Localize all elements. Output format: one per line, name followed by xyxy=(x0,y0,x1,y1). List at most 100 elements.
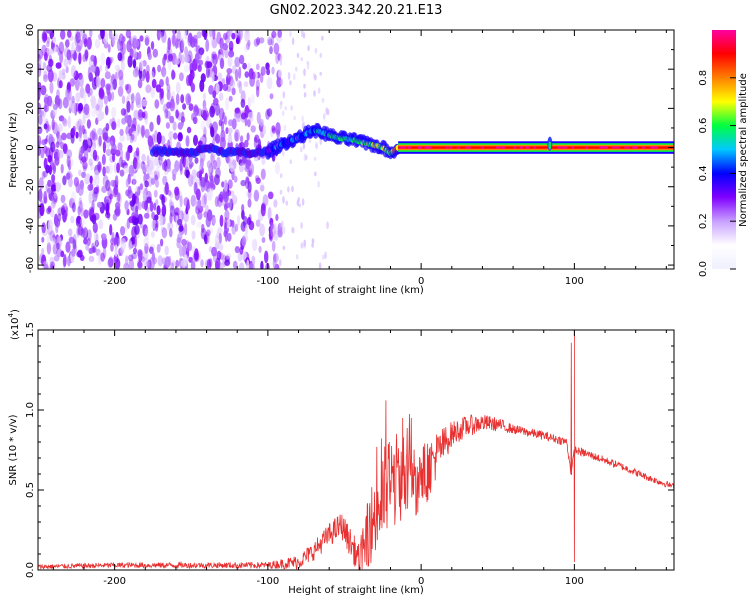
noise-blob xyxy=(239,54,245,65)
sparse-blob xyxy=(301,115,304,123)
noise-blob xyxy=(83,89,87,102)
noise-blob xyxy=(127,93,133,100)
noise-blob xyxy=(188,256,193,263)
noise-blob xyxy=(253,189,260,202)
noise-blob xyxy=(183,64,190,73)
noise-blob xyxy=(274,161,281,175)
noise-blob xyxy=(219,262,224,269)
noise-blob xyxy=(98,219,104,230)
noise-blob xyxy=(221,181,225,188)
noise-blob xyxy=(142,69,146,82)
noise-blob xyxy=(227,30,231,36)
noise-blob xyxy=(175,259,180,268)
noise-blob xyxy=(111,91,115,101)
noise-blob xyxy=(102,132,109,142)
noise-blob xyxy=(158,31,163,39)
noise-blob xyxy=(51,237,56,245)
noise-blob xyxy=(151,78,157,89)
sparse-blob xyxy=(314,74,317,81)
sparse-blob xyxy=(303,239,307,247)
noise-blob xyxy=(38,114,43,126)
noise-blob xyxy=(119,148,124,162)
noise-blob xyxy=(154,174,158,181)
noise-blob xyxy=(219,214,224,227)
noise-blob xyxy=(231,118,237,130)
noise-blob xyxy=(177,131,183,139)
noise-blob xyxy=(200,259,204,268)
noise-blob xyxy=(62,143,68,155)
noise-blob xyxy=(181,39,185,50)
noise-blob xyxy=(89,183,94,191)
snr-y-multiplier-close: ) xyxy=(10,309,21,313)
noise-blob xyxy=(118,69,124,81)
noise-blob xyxy=(128,258,135,269)
sparse-blob xyxy=(284,106,288,111)
noise-blob xyxy=(108,30,113,40)
noise-blob xyxy=(276,77,283,88)
noise-blob xyxy=(175,109,179,119)
noise-blob xyxy=(240,112,247,120)
sparse-blob xyxy=(293,73,296,81)
noise-blob xyxy=(179,40,184,53)
sparse-blob xyxy=(299,147,303,153)
noise-blob xyxy=(255,79,260,91)
noise-blob xyxy=(175,81,181,94)
sparse-blob xyxy=(303,92,307,98)
noise-blob xyxy=(137,249,143,258)
noise-blob xyxy=(245,160,251,170)
sparse-blob xyxy=(323,113,326,120)
noise-blob xyxy=(127,55,133,68)
noise-blob xyxy=(118,156,124,168)
noise-blob xyxy=(46,187,52,195)
colorbar: 0.0 0.2 0.4 0.6 0.8 Normalized spectral ampl… xyxy=(698,30,749,277)
noise-blob xyxy=(57,213,62,222)
colorbar-gradient xyxy=(712,30,736,269)
y-tick-label: 20 xyxy=(25,102,36,115)
noise-blob xyxy=(88,191,93,204)
noise-blob xyxy=(115,149,121,157)
noise-blob xyxy=(116,68,121,75)
noise-blob xyxy=(260,184,265,192)
sparse-blob xyxy=(313,90,316,97)
noise-blob xyxy=(144,180,149,188)
noise-blob xyxy=(60,250,65,258)
noise-blob xyxy=(52,103,58,111)
noise-blob xyxy=(145,70,150,83)
sparse-blob xyxy=(278,259,282,267)
sparse-blob xyxy=(315,141,319,150)
noise-blob xyxy=(44,105,48,112)
noise-blob xyxy=(209,178,215,190)
noise-blob xyxy=(180,54,185,64)
noise-blob xyxy=(146,196,152,204)
snr-y-multiplier: (x104) xyxy=(7,309,21,340)
noise-blob xyxy=(89,215,96,223)
noise-blob xyxy=(192,116,198,125)
noise-blob xyxy=(69,78,76,87)
noise-blob xyxy=(155,199,159,206)
noise-blob xyxy=(247,169,251,177)
noise-blob xyxy=(72,125,76,135)
noise-blob xyxy=(43,97,50,104)
noise-blob xyxy=(70,215,75,224)
noise-blob xyxy=(224,259,231,266)
tone-highlight xyxy=(598,146,602,149)
noise-blob xyxy=(190,194,196,207)
noise-blob xyxy=(227,55,233,67)
colorbar-tick-label: 0.6 xyxy=(698,118,709,134)
noise-blob xyxy=(121,95,126,104)
noise-blob xyxy=(92,149,98,161)
noise-blob xyxy=(193,251,200,262)
tone-highlight xyxy=(634,146,638,149)
noise-blob xyxy=(230,164,235,173)
noise-blob xyxy=(128,254,134,262)
noise-blob xyxy=(44,52,48,61)
noise-blob xyxy=(203,126,207,138)
noise-blob xyxy=(195,45,201,54)
noise-blob xyxy=(52,36,57,44)
noise-blob xyxy=(51,162,55,171)
noise-blob xyxy=(243,81,249,88)
noise-blob xyxy=(134,224,140,235)
noise-blob xyxy=(100,52,106,66)
noise-blob xyxy=(266,76,273,90)
noise-blob xyxy=(275,122,281,135)
